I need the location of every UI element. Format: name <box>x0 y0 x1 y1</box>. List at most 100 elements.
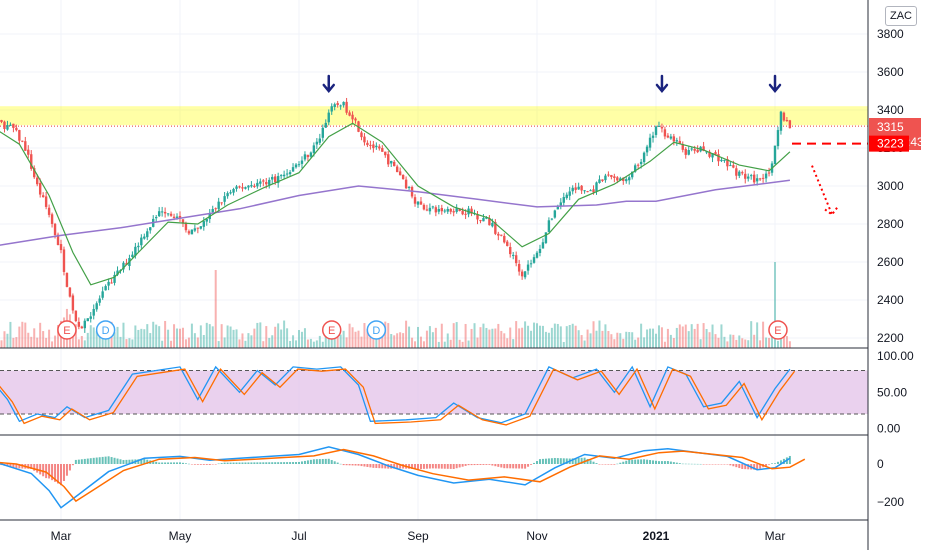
volume-bar <box>428 326 431 348</box>
candle-body <box>250 185 253 187</box>
volume-bar <box>419 336 422 348</box>
volume-bar <box>649 328 652 348</box>
event-marker[interactable]: E <box>321 320 342 340</box>
macd-histogram-bar <box>244 462 247 464</box>
candle-body <box>559 202 562 207</box>
macd-tick-label: 0 <box>877 457 884 471</box>
macd-histogram-bar <box>613 464 616 465</box>
candle-body <box>276 176 280 184</box>
scale-currency-button[interactable]: ZAC <box>885 6 917 26</box>
volume-bar <box>298 330 300 348</box>
candle-body <box>726 158 729 167</box>
volume-bar <box>57 324 60 348</box>
macd-histogram-bar <box>550 458 553 464</box>
volume-bar <box>741 338 744 348</box>
macd-histogram-bar <box>512 464 515 469</box>
volume-bar <box>461 341 464 348</box>
volume-bar <box>494 328 497 348</box>
candle-body <box>217 201 220 209</box>
macd-histogram-bar <box>562 458 565 464</box>
candle-body <box>678 140 681 144</box>
volume-bar <box>277 323 280 348</box>
macd-histogram-bar <box>500 464 503 468</box>
volume-bar <box>717 337 720 348</box>
volume-bar <box>15 337 18 348</box>
price-axis[interactable]: 220024002600280030003200340036003800 <box>877 27 904 345</box>
grid-lines <box>0 0 868 520</box>
volume-bar <box>179 328 181 348</box>
macd-histogram-bar <box>452 464 455 469</box>
macd-histogram-bar <box>672 462 675 464</box>
volume-bar <box>256 322 259 348</box>
macd-histogram-bar <box>36 464 39 473</box>
volume-bar <box>408 326 411 348</box>
macd-histogram-bar <box>366 464 369 467</box>
candle-body <box>773 145 777 165</box>
candle-body <box>526 264 530 271</box>
macd-histogram-bar <box>357 464 360 466</box>
candle-body <box>711 153 714 158</box>
candle-body <box>175 216 179 218</box>
event-marker[interactable]: E <box>768 320 788 340</box>
candle-body <box>732 165 735 168</box>
macd-histogram-bar <box>229 462 232 464</box>
volume-bar <box>30 336 33 348</box>
volume-bar <box>280 329 283 348</box>
volume-bar <box>158 326 161 348</box>
event-marker[interactable]: D <box>95 320 116 340</box>
volume-bar <box>152 321 155 348</box>
volume-bar <box>681 326 684 348</box>
candle-body <box>232 189 235 193</box>
candle-body <box>455 208 458 212</box>
volume-bar <box>146 324 149 348</box>
candle-body <box>187 231 191 234</box>
volume-bar <box>205 322 208 348</box>
macd-histogram-bar <box>610 464 613 465</box>
candle-body <box>80 326 84 329</box>
volume-bar <box>729 334 732 348</box>
candle-body <box>488 218 491 226</box>
volume-bar <box>27 332 30 348</box>
candle-body <box>241 187 244 189</box>
macd-histogram-bar <box>601 464 604 465</box>
volume-bar <box>396 333 399 348</box>
candle-body <box>24 141 27 151</box>
candle-body <box>294 164 298 168</box>
candle-body <box>41 195 45 198</box>
macd-histogram-bar <box>738 464 741 469</box>
macd-tick-label: −200 <box>877 495 904 509</box>
macd-histogram-bar <box>86 458 89 464</box>
macd-histogram-bar <box>479 464 482 465</box>
time-axis[interactable]: Mar May Jul Sep Nov 2021 Mar <box>51 529 786 543</box>
candle-body <box>767 172 771 174</box>
macd-histogram-bar <box>190 464 193 465</box>
price-tick-label: 3400 <box>877 103 904 117</box>
candle-body <box>297 164 301 166</box>
macd-histogram-bar <box>574 458 577 464</box>
macd-histogram-bar <box>268 462 271 464</box>
volume-bar <box>116 326 119 348</box>
candle-body <box>416 201 420 205</box>
macd-histogram-bar <box>336 462 339 464</box>
volume-bar <box>449 339 452 348</box>
candle-body <box>601 179 604 181</box>
candle-body <box>3 121 6 129</box>
candle-body <box>517 263 521 272</box>
candle-body <box>259 181 262 184</box>
macd-histogram-bar <box>164 462 167 464</box>
candle-body <box>122 262 125 270</box>
macd-histogram-bar <box>440 464 443 469</box>
macd-histogram-bar <box>541 458 544 464</box>
event-marker[interactable]: E <box>57 320 77 340</box>
macd-histogram-bar <box>140 459 143 464</box>
candle-body <box>639 161 643 165</box>
candle-body <box>616 177 619 181</box>
event-marker[interactable]: D <box>366 320 387 340</box>
time-tick-label: 2021 <box>643 529 670 543</box>
candle-body <box>229 192 232 194</box>
macd-line <box>0 446 791 509</box>
time-tick-label: Mar <box>765 529 786 543</box>
macd-histogram-bar <box>45 464 48 479</box>
